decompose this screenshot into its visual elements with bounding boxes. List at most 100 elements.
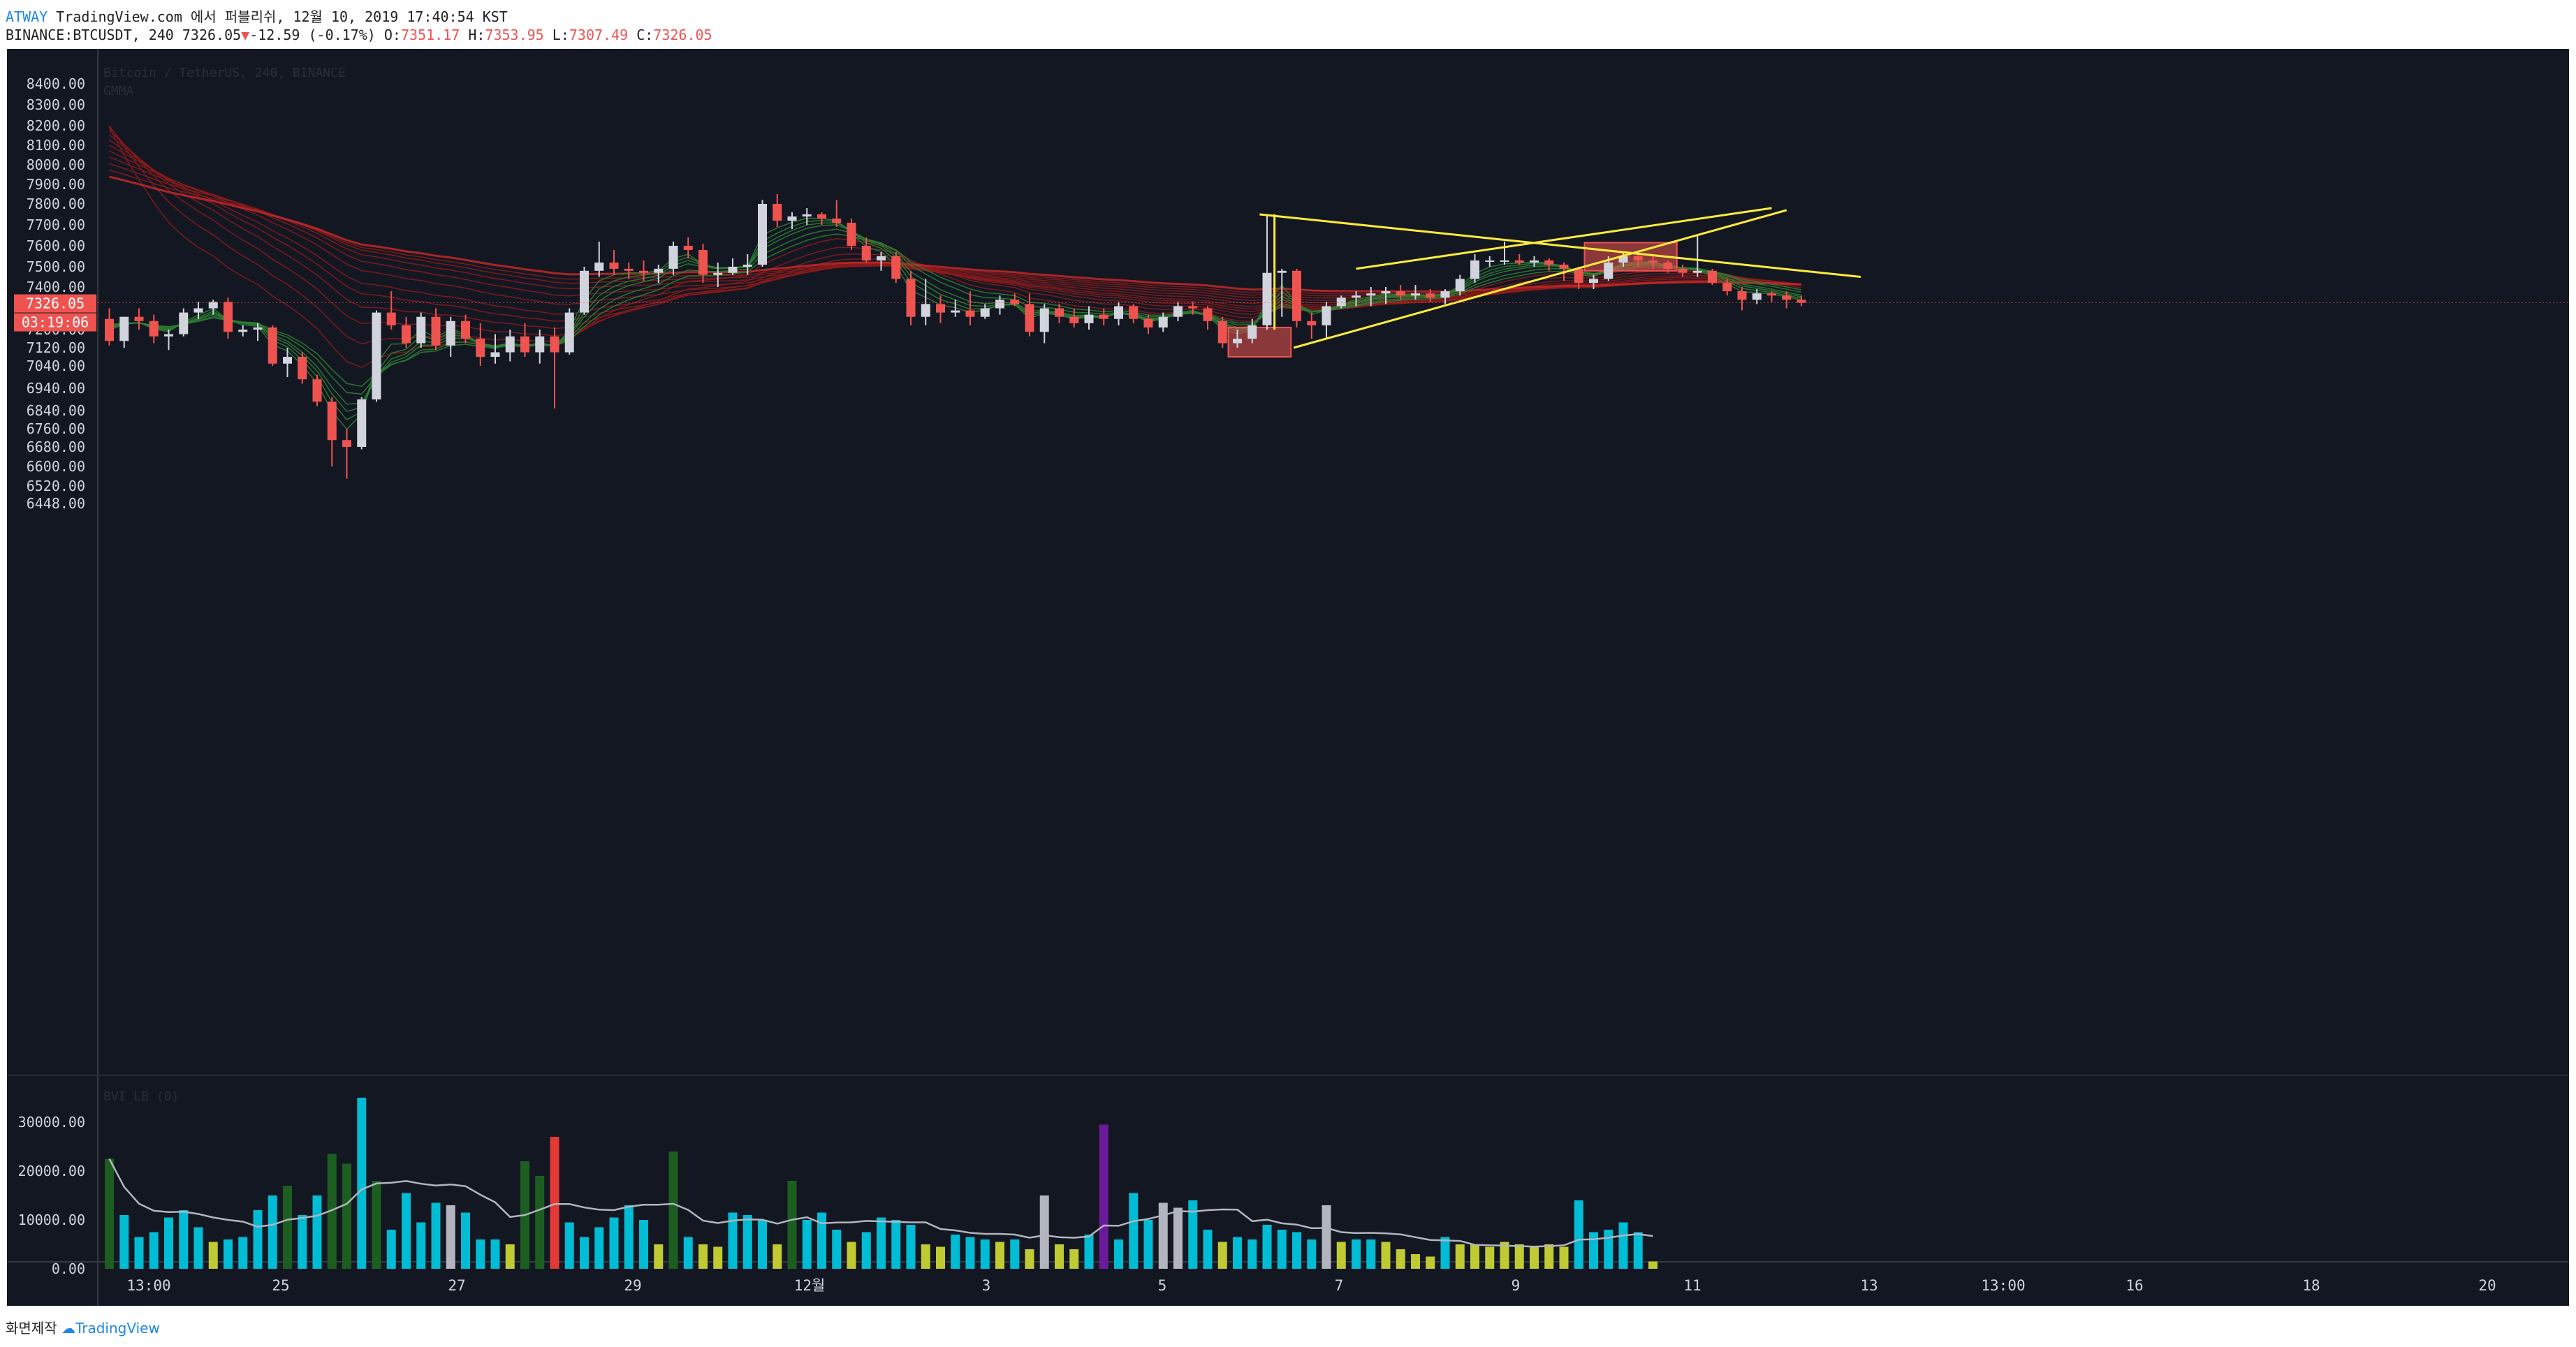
candle-body <box>609 263 619 269</box>
volume-bar <box>921 1244 930 1269</box>
candle-body <box>1411 293 1420 296</box>
time-tick-label: 20 <box>2478 1277 2496 1294</box>
candle-body <box>372 312 381 399</box>
candle-body <box>683 246 693 250</box>
candle-body <box>980 308 990 317</box>
candle-body <box>1322 306 1331 325</box>
open-label: O: <box>383 27 401 43</box>
high-value: 7353.95 <box>485 27 544 43</box>
volume-bar <box>1574 1200 1583 1269</box>
volume-bar <box>728 1212 738 1269</box>
tradingview-brand[interactable]: TradingView <box>75 1320 160 1337</box>
volume-bar <box>372 1181 381 1269</box>
volume-bar <box>386 1230 396 1269</box>
time-tick-label: 18 <box>2302 1277 2320 1294</box>
candle-body <box>1352 295 1361 298</box>
candle-body <box>1381 291 1391 294</box>
volume-bar <box>1217 1242 1227 1269</box>
candle-body <box>446 321 455 346</box>
volume-bar <box>505 1244 515 1269</box>
volume-bar <box>476 1239 485 1269</box>
volume-bar <box>965 1237 975 1269</box>
candle-body <box>179 312 189 334</box>
volume-bar <box>1025 1249 1034 1269</box>
candle-body <box>1589 279 1598 284</box>
symbol-label: BINANCE:BTCUSDT, 240 <box>6 27 174 43</box>
volume-bar <box>1648 1261 1657 1269</box>
volume-bar <box>1247 1239 1257 1269</box>
volume-bar <box>980 1239 990 1269</box>
price-tick-label: 7900.00 <box>27 176 85 193</box>
candle-body <box>1574 268 1583 284</box>
price-tick-label: 7040.00 <box>27 358 85 374</box>
volume-bar <box>193 1227 203 1269</box>
long-ema-line <box>109 163 1802 297</box>
price-tick-label: 6520.00 <box>27 478 85 494</box>
volume-bar <box>802 1220 812 1269</box>
candle-body <box>1514 260 1524 263</box>
candle-body <box>224 302 233 332</box>
price-chart[interactable]: 8400.00 8300.00 8200.00 8100.00 8000.00 7900.… <box>7 49 2569 1306</box>
volume-bar <box>446 1205 455 1269</box>
author-link[interactable]: ATWAY <box>6 8 48 25</box>
candle-body <box>490 352 500 357</box>
price-tick-label: 7400.00 <box>27 279 85 295</box>
candle-body <box>817 214 826 219</box>
volume-bar <box>1084 1235 1094 1269</box>
candle-body <box>1678 268 1688 273</box>
volume-bar <box>1633 1232 1643 1269</box>
candle-body <box>505 336 515 353</box>
close-label: C: <box>636 27 654 43</box>
volume-bar <box>312 1195 322 1269</box>
volume-bar <box>490 1239 500 1269</box>
candle-body <box>1426 293 1435 298</box>
volume-bar <box>787 1181 797 1269</box>
candle-body <box>431 316 441 346</box>
volume-bar <box>1188 1200 1198 1269</box>
volume-bar <box>550 1137 559 1269</box>
candle-body <box>773 204 782 221</box>
long-ema-line <box>109 169 1802 295</box>
candle-body <box>1336 297 1346 307</box>
candle-body <box>639 270 648 273</box>
gmma-legend: GMMA <box>103 84 134 98</box>
candle-body <box>1084 314 1094 323</box>
volume-bar <box>758 1220 767 1269</box>
time-tick-label: 25 <box>272 1277 289 1294</box>
candle-body <box>594 263 604 271</box>
volume-bar <box>1069 1249 1079 1269</box>
volume-bar <box>1114 1239 1123 1269</box>
time-tick-label: 27 <box>448 1277 465 1294</box>
price-tick-label: 8300.00 <box>27 96 85 113</box>
candle-body <box>1722 283 1732 292</box>
volume-bar <box>773 1244 782 1269</box>
candle-body <box>327 402 337 441</box>
volume-bar <box>208 1242 218 1269</box>
volume-bar <box>327 1154 337 1269</box>
down-arrow-icon: ▼ <box>241 27 250 43</box>
volume-tick-label: 10000.00 <box>18 1212 85 1228</box>
volume-bar <box>179 1210 189 1269</box>
volume-bar <box>105 1158 114 1269</box>
volume-bar <box>1143 1220 1153 1269</box>
volume-bar <box>683 1237 693 1269</box>
candle-body <box>1782 295 1792 300</box>
volume-bar <box>1366 1239 1376 1269</box>
price-axis[interactable]: 8400.00 8300.00 8200.00 8100.00 8000.00 7900.… <box>7 49 2569 1306</box>
candle-body <box>193 308 203 313</box>
price-tags: 7326.05 03:19:06 <box>14 294 2569 332</box>
gmma-ribbon <box>108 125 1802 430</box>
candle-body <box>476 339 485 357</box>
candle-body <box>1708 270 1717 284</box>
trendline-drawings[interactable] <box>1259 207 1861 349</box>
time-tick-label: 13:00 <box>126 1277 170 1294</box>
volume-bar <box>817 1212 826 1269</box>
tradingview-logo-icon: ☁ <box>61 1320 75 1337</box>
candle-body <box>668 246 678 269</box>
candle-body <box>742 265 752 267</box>
candle-body <box>1173 306 1183 317</box>
candle-body <box>1752 293 1762 300</box>
candle-body <box>1025 304 1034 332</box>
price-tick-label: 6600.00 <box>27 458 85 475</box>
candle-body <box>298 357 307 380</box>
